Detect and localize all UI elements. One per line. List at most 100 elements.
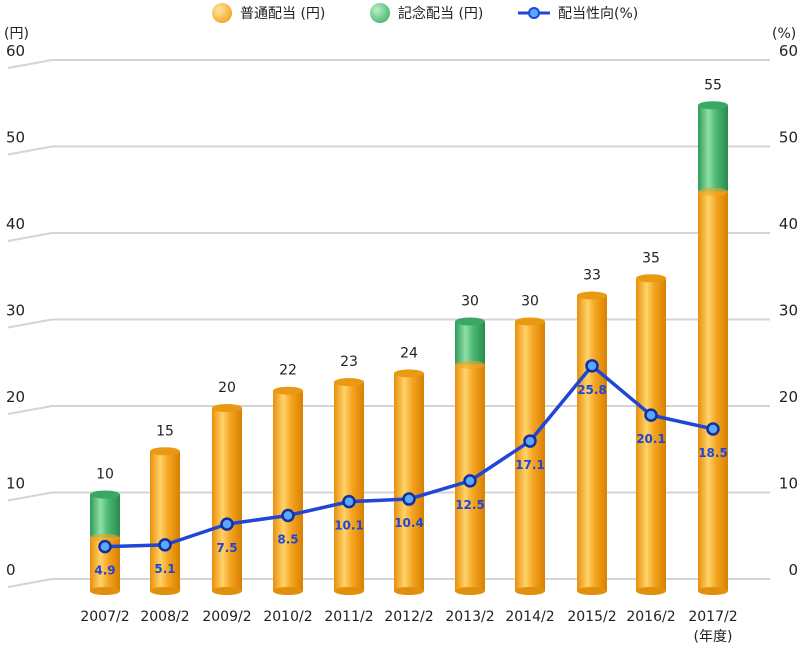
legend-item-commemorative: 記念配当 (円) xyxy=(370,3,483,23)
y-left-tick: 0 xyxy=(6,561,16,579)
y-left-tick: 30 xyxy=(6,302,25,320)
bar-base xyxy=(150,587,180,595)
bar-cap xyxy=(334,378,364,387)
bar-total-labels: 10 15 20 22 23 24 30 30 33 35 55 xyxy=(96,77,722,482)
payout-point xyxy=(158,538,172,552)
bar-regular xyxy=(273,390,303,591)
bar-total-label: 20 xyxy=(218,380,236,396)
bar-cap xyxy=(212,404,242,412)
payout-value-label: 10.4 xyxy=(394,516,424,530)
x-tick: 2007/2 xyxy=(80,609,129,625)
bar-cap xyxy=(577,291,607,300)
bar-commemorative xyxy=(90,494,120,538)
y-right-tick: 60 xyxy=(779,42,798,60)
payout-value-label: 17.1 xyxy=(515,458,545,472)
x-tick: 2016/2 xyxy=(626,609,675,625)
payout-value-label: 5.1 xyxy=(154,562,175,576)
gridline-diag xyxy=(7,318,53,329)
y-left-tick: 10 xyxy=(6,475,25,493)
payout-value-label: 18.5 xyxy=(698,446,728,460)
payout-value-label: 25.8 xyxy=(577,383,607,397)
legend-item-payout: 配当性向(%) xyxy=(518,6,638,22)
bar-base xyxy=(273,587,303,595)
bar-cap xyxy=(394,369,424,378)
x-tick: 2008/2 xyxy=(140,609,189,625)
payout-point xyxy=(98,539,112,554)
bar-seam xyxy=(90,533,120,542)
x-tick: 2014/2 xyxy=(505,609,554,625)
bar-seam xyxy=(455,360,485,369)
payout-point xyxy=(463,474,477,488)
legend-payout-label: 配当性向(%) xyxy=(558,6,638,22)
bar-commemorative xyxy=(455,321,485,365)
x-axis-unit-label: (年度) xyxy=(694,629,733,645)
bar-total-label: 24 xyxy=(400,345,418,361)
legend-commemorative-label: 記念配当 (円) xyxy=(398,5,483,22)
y-right-tick: 0 xyxy=(788,561,798,579)
payout-ratio-line: 4.9 5.1 7.5 8.5 10.1 10.4 12.5 17.1 25.8 20.1 18.5 xyxy=(94,359,728,578)
payout-point xyxy=(523,434,537,448)
bar-total-label: 30 xyxy=(521,294,539,310)
payout-point xyxy=(220,517,234,531)
y-right-unit-label: (%) xyxy=(772,26,796,42)
legend-payout-marker xyxy=(528,7,540,19)
bar-total-label: 22 xyxy=(279,363,297,379)
y-left-tick: 20 xyxy=(6,388,25,406)
bar-cap xyxy=(455,317,485,326)
y-right-tick: 20 xyxy=(779,388,798,406)
payout-value-label: 4.9 xyxy=(94,564,115,578)
payout-value-label: 10.1 xyxy=(334,519,364,533)
x-tick: 2012/2 xyxy=(384,609,433,625)
legend-regular-label: 普通配当 (円) xyxy=(240,6,325,22)
bar-cap xyxy=(698,101,728,110)
y-right-tick: 30 xyxy=(779,302,798,320)
payout-point xyxy=(585,359,599,373)
gridline-diag xyxy=(7,491,53,502)
y-left-tick: 50 xyxy=(6,129,25,147)
legend-item-regular: 普通配当 (円) xyxy=(212,3,325,23)
x-tick: 2009/2 xyxy=(202,609,251,625)
bar-regular xyxy=(698,191,728,591)
x-tick: 2017/2 xyxy=(688,609,737,625)
bar-cap xyxy=(636,274,666,283)
bar-total-label: 10 xyxy=(96,467,114,483)
bar-cap xyxy=(90,490,120,499)
bar-base xyxy=(394,587,424,595)
bar-total-label: 55 xyxy=(704,77,722,93)
payout-point xyxy=(644,408,658,422)
y-right-tick: 40 xyxy=(779,215,798,233)
bar-base xyxy=(455,587,485,595)
bar-regular xyxy=(334,382,364,591)
bar-regular xyxy=(515,321,545,591)
y-right-axis: 0 10 20 30 40 50 60 xyxy=(779,42,798,579)
y-left-tick: 40 xyxy=(6,215,25,233)
bar-regular xyxy=(212,408,242,591)
payout-point xyxy=(281,508,295,523)
bar-base xyxy=(636,587,666,595)
bar-commemorative xyxy=(698,105,728,192)
bar-total-label: 35 xyxy=(642,250,660,266)
bar-total-label: 33 xyxy=(583,268,601,284)
legend: 普通配当 (円) 記念配当 (円) 配当性向(%) xyxy=(212,3,638,23)
x-tick: 2015/2 xyxy=(567,609,616,625)
bar-cap xyxy=(273,386,303,395)
bar-base xyxy=(90,587,120,595)
bar-regular xyxy=(394,373,424,591)
bar-base xyxy=(698,587,728,595)
bar-regular xyxy=(636,278,666,591)
payout-point xyxy=(402,492,416,506)
bar-regular xyxy=(150,451,180,591)
bar-base xyxy=(334,587,364,595)
bar-base xyxy=(515,587,545,595)
bar-cap xyxy=(515,317,545,326)
bar-seam xyxy=(698,187,728,196)
payout-value-label: 7.5 xyxy=(216,541,237,555)
gridline-diag xyxy=(7,232,53,242)
y-right-tick: 10 xyxy=(779,475,798,493)
bar-total-label: 30 xyxy=(461,294,479,310)
bar-base xyxy=(577,587,607,595)
x-tick: 2010/2 xyxy=(263,609,312,625)
gridline-diag xyxy=(7,405,53,415)
gridline-diag xyxy=(7,145,53,156)
